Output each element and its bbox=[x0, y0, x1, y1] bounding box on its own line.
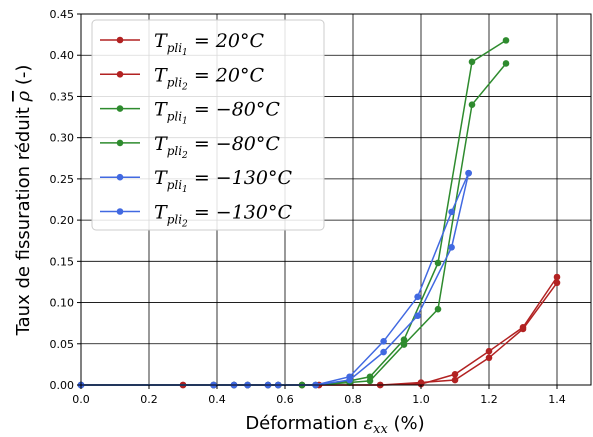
legend-entry: Tpli2 = −130°C bbox=[100, 202, 292, 230]
y-tick-label: 0.35 bbox=[50, 90, 75, 103]
y-tick-label: 0.25 bbox=[50, 173, 75, 186]
series-1 bbox=[77, 273, 561, 389]
legend-label: Tpli2 = 20°C bbox=[154, 64, 264, 92]
data-point bbox=[417, 379, 425, 386]
x-tick-label: 1.0 bbox=[412, 393, 430, 406]
y-tick-label: 0.05 bbox=[50, 338, 75, 351]
data-point bbox=[448, 208, 455, 216]
legend-entry: Tpli2 = −80°C bbox=[100, 133, 280, 161]
legend-swatch-marker bbox=[116, 105, 124, 112]
data-point bbox=[414, 312, 421, 320]
data-point bbox=[448, 244, 455, 251]
x-axis-title: Déformation εxx (%) bbox=[245, 413, 424, 437]
data-point bbox=[465, 169, 472, 177]
legend-entry: Tpli2 = 20°C bbox=[100, 64, 264, 92]
y-axis-title: Taux de fissuration réduit ρ (-) bbox=[13, 65, 34, 337]
data-point bbox=[553, 279, 561, 287]
legend-entry: Tpli1 = −80°C bbox=[100, 99, 280, 127]
x-tick-label: 0.6 bbox=[276, 393, 294, 406]
x-tick-label: 1.4 bbox=[548, 393, 566, 406]
x-tick-label: 1.2 bbox=[480, 393, 498, 406]
x-tick-label: 0.8 bbox=[344, 393, 362, 406]
data-point bbox=[451, 376, 459, 384]
legend-label: Tpli1 = −80°C bbox=[154, 99, 280, 127]
x-tick-label: 0.0 bbox=[72, 393, 90, 406]
legend: Tpli1 = 20°C Tpli2 = 20°C Tpli1 = −80°C Tpl… bbox=[91, 19, 325, 231]
data-point bbox=[380, 338, 387, 345]
data-point bbox=[468, 101, 476, 108]
data-point bbox=[468, 58, 476, 66]
data-point bbox=[380, 348, 387, 356]
series-line bbox=[81, 282, 558, 386]
series-line bbox=[81, 276, 558, 386]
y-tick-label: 0.00 bbox=[50, 379, 75, 392]
legend-swatch-marker bbox=[116, 36, 124, 44]
data-point bbox=[553, 273, 561, 281]
plot-frame bbox=[80, 13, 592, 386]
y-tick-label: 0.45 bbox=[50, 8, 75, 21]
data-point bbox=[502, 60, 510, 67]
data-point bbox=[414, 293, 421, 301]
series-2 bbox=[77, 279, 561, 389]
legend-swatch-marker bbox=[116, 139, 124, 147]
y-tick-label: 0.40 bbox=[50, 49, 75, 62]
y-tick-label: 0.30 bbox=[50, 132, 75, 145]
data-point bbox=[346, 376, 353, 384]
data-point bbox=[485, 354, 493, 362]
data-point bbox=[366, 377, 374, 385]
data-point bbox=[485, 347, 493, 355]
axis-ticks: 0.0 0.2 0.4 0.6 0.8 1.0 1.2 1.4 0.00 0.05 0.10 0.15… bbox=[50, 8, 566, 406]
legend-label: Tpli2 = −130°C bbox=[154, 202, 292, 230]
data-point bbox=[519, 325, 527, 333]
legend-entry: Tpli1 = −130°C bbox=[100, 167, 292, 195]
data-point bbox=[400, 336, 408, 343]
x-tick-label: 0.4 bbox=[208, 393, 226, 406]
legend-label: Tpli1 = 20°C bbox=[154, 30, 264, 58]
x-tick-label: 0.2 bbox=[140, 393, 158, 406]
legend-label: Tpli2 = −80°C bbox=[154, 133, 280, 161]
data-point bbox=[400, 341, 408, 348]
legend-label: Tpli1 = −130°C bbox=[154, 167, 292, 195]
y-tick-label: 0.10 bbox=[50, 297, 75, 310]
data-point bbox=[434, 259, 442, 267]
data-point bbox=[451, 370, 459, 378]
legend-swatch-marker bbox=[116, 208, 124, 215]
y-tick-label: 0.20 bbox=[50, 214, 75, 227]
y-tick-label: 0.15 bbox=[50, 255, 75, 268]
data-point bbox=[502, 37, 510, 44]
legend-swatch-marker bbox=[116, 173, 124, 181]
data-point bbox=[434, 305, 442, 313]
legend-swatch-marker bbox=[116, 71, 124, 78]
legend-box bbox=[91, 19, 325, 231]
legend-entry: Tpli1 = 20°C bbox=[100, 30, 264, 58]
